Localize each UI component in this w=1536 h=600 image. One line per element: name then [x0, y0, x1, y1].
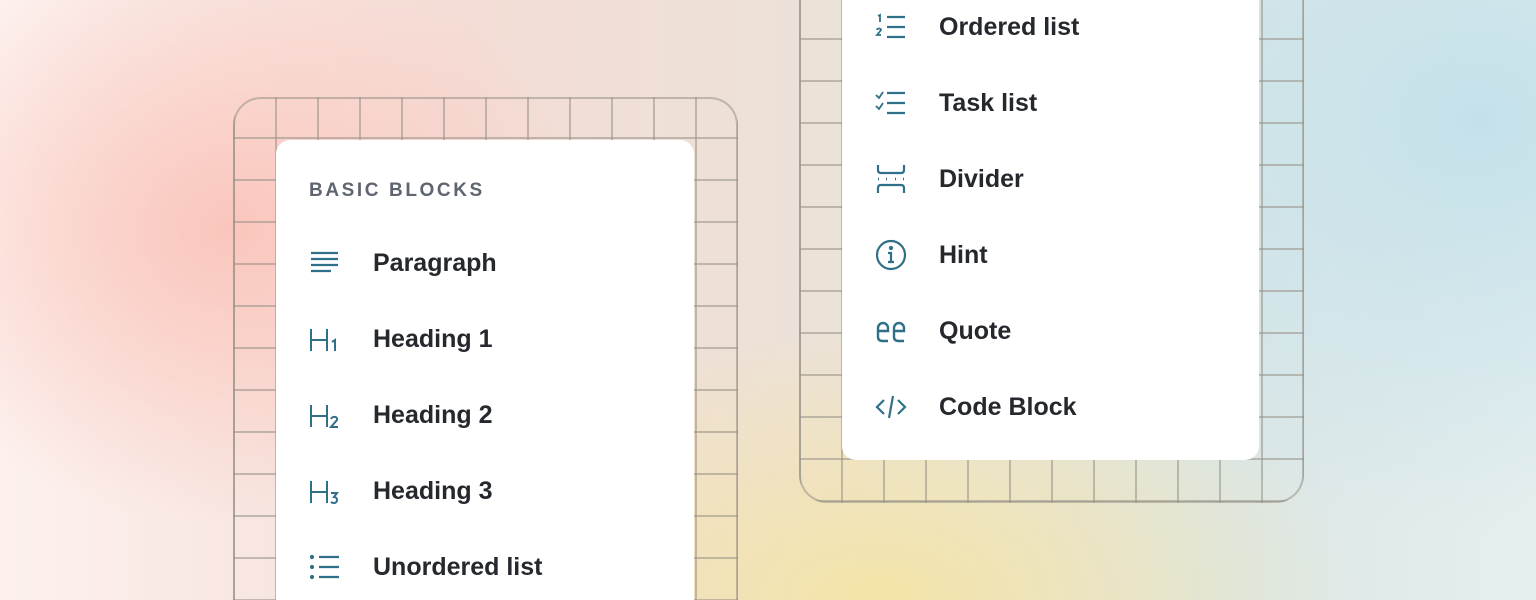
menu-item-divider[interactable]: Divider	[874, 159, 1024, 199]
quote-icon	[876, 321, 906, 343]
menu-item-unordered-list[interactable]: Unordered list	[308, 547, 542, 587]
block-menu-left: BASIC BLOCKS Paragraph Heading 1 Heading…	[276, 140, 694, 600]
menu-item-code-block[interactable]: Code Block	[874, 387, 1077, 427]
menu-item-ordered-list[interactable]: Ordered list	[874, 7, 1079, 47]
unordered-list-icon	[309, 554, 339, 580]
heading-2-icon	[310, 405, 339, 428]
menu-item-heading-1[interactable]: Heading 1	[308, 319, 492, 359]
menu-item-label: Divider	[939, 164, 1024, 193]
paragraph-icon	[311, 251, 338, 273]
menu-item-label: Quote	[939, 316, 1012, 345]
menu-item-label: Code Block	[939, 392, 1077, 421]
heading-1-icon	[310, 329, 336, 351]
menu-item-quote[interactable]: Quote	[874, 311, 1011, 351]
menu-item-label: Heading 1	[373, 324, 493, 353]
menu-item-paragraph[interactable]: Paragraph	[308, 243, 497, 283]
menu-item-label: Task list	[939, 88, 1038, 117]
menu-item-label: Paragraph	[373, 248, 497, 277]
heading-3-icon	[310, 481, 339, 505]
menu-item-task-list[interactable]: Task list	[874, 83, 1037, 123]
divider-icon	[876, 165, 906, 193]
menu-item-label: Heading 2	[373, 400, 493, 429]
menu-item-label: Heading 3	[373, 476, 493, 505]
menu-item-hint[interactable]: Hint	[874, 235, 988, 275]
task-list-icon	[875, 91, 905, 115]
menu-item-heading-2[interactable]: Heading 2	[308, 395, 492, 435]
block-menu-right: Ordered list Task list Divider Hint Quot…	[842, 0, 1259, 460]
ordered-list-icon	[875, 13, 905, 39]
menu-item-label: Ordered list	[939, 12, 1080, 41]
code-icon	[875, 395, 907, 419]
menu-item-heading-3[interactable]: Heading 3	[308, 471, 492, 511]
menu-item-label: Hint	[939, 240, 988, 269]
section-title: BASIC BLOCKS	[309, 180, 485, 201]
info-icon	[875, 239, 907, 271]
menu-item-label: Unordered list	[373, 552, 543, 581]
